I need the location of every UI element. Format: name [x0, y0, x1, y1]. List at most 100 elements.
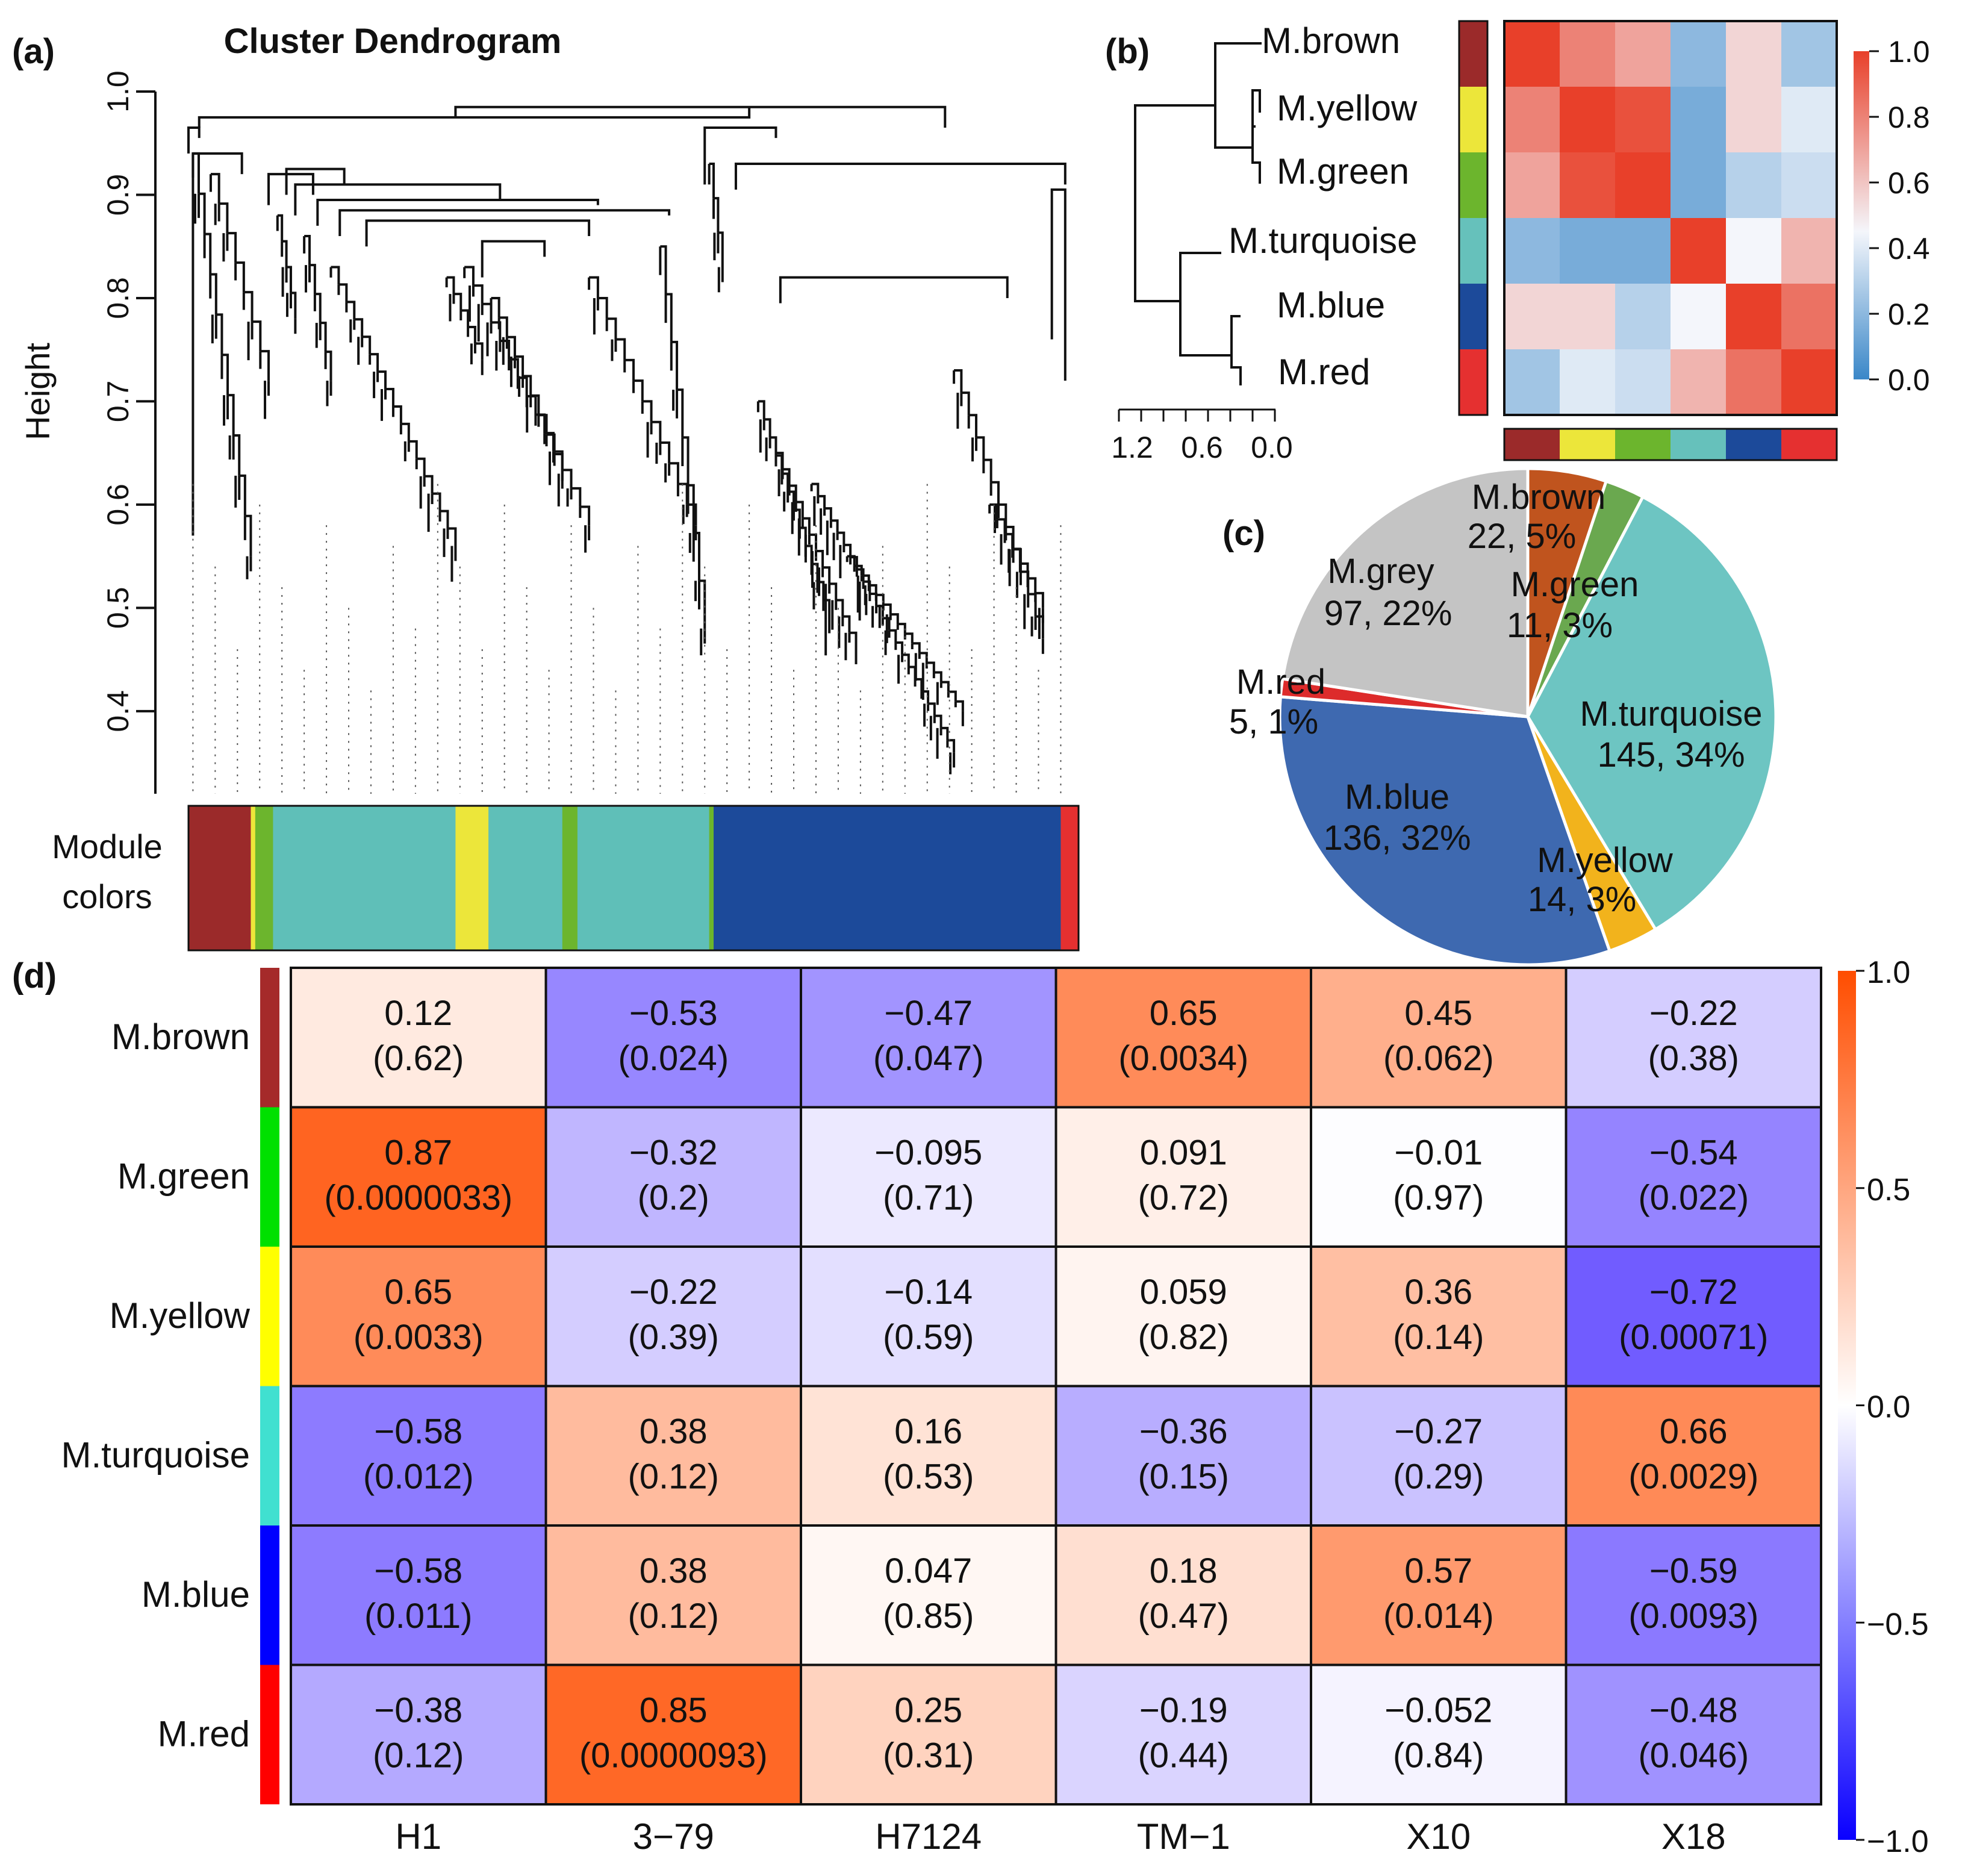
trait-heatmap-cell: [800, 1663, 1057, 1806]
dendrogram-branch: [889, 629, 897, 643]
cell-pvalue-label: (0.97): [1393, 1179, 1484, 1218]
cell-correlation-label: 0.36: [1404, 1273, 1472, 1312]
trait-heatmap-cell: [1310, 967, 1568, 1109]
cell-pvalue-label: (0.0000093): [579, 1736, 768, 1775]
cell-correlation-label: −0.36: [1139, 1412, 1228, 1451]
dendrogram-branch: [475, 342, 484, 360]
pie-label-name: M.blue: [1345, 778, 1450, 817]
module-heatmap-cell: [1671, 87, 1727, 153]
row-color-swatch: [260, 1386, 279, 1525]
panel-a-cluster-dendrogram: (a) Cluster Dendrogram Height 0.40.50.60…: [12, 22, 1080, 952]
panel-b-module-correlation: (b) 1.2 0.6 0.0 M.brown M.yellow M.green M.tu…: [1105, 20, 1930, 464]
dendrogram-branch: [703, 126, 777, 185]
dendrogram-branch: [734, 163, 1067, 190]
y-tick-label: 0.8: [101, 277, 135, 319]
module-heatmap-cell: [1504, 284, 1560, 350]
dendrogram-branch: [290, 291, 297, 319]
module-label: M.turquoise: [1228, 220, 1417, 261]
module-heatmap-cell: [1671, 284, 1727, 350]
pie-slice-m-turquoise: [1526, 494, 1778, 932]
dendrogram-branch: [210, 173, 220, 204]
dendrogram-branch: [890, 613, 899, 625]
module-heatmap-cell: [1781, 284, 1837, 350]
column-label: H7124: [875, 1816, 982, 1857]
cell-correlation-label: 0.65: [1150, 994, 1218, 1033]
trait-heatmap-cell: [1310, 1106, 1568, 1248]
dendrogram-branch: [1050, 188, 1067, 381]
dendrogram-branch: [446, 276, 455, 294]
dendrogram-branch: [499, 316, 508, 337]
module-color-segment-brown: [188, 806, 251, 950]
module-heatmap-cell: [1781, 218, 1837, 284]
y-tick-label: 0.4: [101, 690, 135, 732]
pie-label-value: 145, 34%: [1597, 735, 1745, 774]
module-color-segment-turquoise: [273, 806, 456, 950]
dendrogram-branch: [682, 436, 690, 485]
y-tick-label: 0.7: [101, 381, 135, 423]
dendrogram-leaf-guides: [192, 484, 1062, 794]
module-color-swatch: [1781, 429, 1837, 460]
dendrogram-branch: [642, 400, 653, 422]
dendrogram-branch: [955, 700, 964, 711]
dendrogram-branch: [219, 202, 229, 234]
dendrogram-branch: [187, 126, 201, 154]
row-label: M.turquoise: [61, 1435, 250, 1476]
module-heatmap-cell: [1781, 87, 1837, 153]
trait-heatmap-cell: [544, 1385, 802, 1527]
module-heatmap-cell: [1560, 218, 1616, 284]
dendrogram-branch: [989, 503, 998, 520]
dendrogram-branch: [589, 276, 599, 298]
module-color-swatch: [1560, 429, 1615, 460]
trait-heatmap-cell: [290, 1385, 547, 1527]
module-label: M.red: [1278, 352, 1370, 392]
dendrogram-branch: [665, 293, 673, 342]
pie-label-name: M.green: [1511, 565, 1639, 604]
dendrogram-branch: [919, 652, 928, 663]
module-heatmap-cell: [1504, 21, 1560, 87]
cell-correlation-label: −0.22: [629, 1273, 718, 1312]
trait-heatmap-cell: [290, 1106, 547, 1248]
module-heatmap-cell: [1671, 21, 1727, 87]
cell-correlation-label: −0.19: [1139, 1691, 1228, 1730]
dendrogram-branch: [346, 301, 356, 320]
dendrogram-branch: [400, 422, 410, 441]
module-heatmap-cell: [1726, 218, 1782, 284]
cell-pvalue-label: (0.62): [373, 1039, 464, 1078]
cell-correlation-label: −0.58: [374, 1551, 462, 1591]
pie-slice-m-grey: [1280, 467, 1530, 718]
module-color-swatch: [1459, 349, 1487, 415]
dendrogram-branch: [233, 434, 241, 476]
module-heatmap-cell: [1726, 349, 1782, 416]
dendrogram-branch: [1035, 591, 1044, 608]
dendrogram-branch: [432, 492, 441, 511]
dendrogram-branch: [365, 219, 591, 247]
cell-correlation-label: 0.45: [1404, 994, 1472, 1033]
dendrogram-branch: [693, 532, 700, 581]
module-heatmap-colorbar: 1.0 0.8 0.6 0.4 0.2 0.0: [1854, 35, 1930, 397]
trait-heatmap-cell: [1310, 1524, 1568, 1666]
cell-correlation-label: 0.12: [384, 994, 452, 1033]
panel-label-c: (c): [1222, 514, 1265, 553]
dendrogram-branch: [770, 436, 777, 456]
cell-pvalue-label: (0.12): [627, 1597, 719, 1636]
trait-heatmap-cell: [1310, 1385, 1568, 1527]
cell-correlation-label: 0.65: [384, 1273, 452, 1312]
dendrogram-branch: [506, 335, 516, 357]
trait-heatmap-cells: 0.12 (0.62) −0.53 (0.024) −0.47 (0.047) 0.65 (0…: [290, 967, 1822, 1806]
dendrogram-branch: [304, 235, 311, 266]
module-heatmap-cell: [1615, 218, 1671, 284]
module-heatmap-cell: [1504, 87, 1560, 153]
dendrogram-branch: [897, 623, 906, 634]
trait-heatmap-cell: [1054, 1106, 1312, 1248]
dendrogram-branch: [222, 354, 229, 396]
colorbar-gradient-rect: [1854, 51, 1869, 379]
dendrogram-branch: [933, 671, 942, 682]
dendrogram-branch: [252, 320, 262, 352]
pie-label-value: 14, 3%: [1528, 880, 1637, 919]
dendrogram-branch: [997, 518, 1006, 534]
module-colors-label-line1: Module: [52, 827, 163, 865]
pie-label-value: 5, 1%: [1229, 702, 1318, 741]
colorbar-tick-label: 0.5: [1867, 1173, 1910, 1208]
cell-correlation-label: 0.66: [1660, 1412, 1728, 1451]
module-labels: M.brown M.yellow M.green M.turquoise M.blue M…: [1228, 20, 1418, 392]
